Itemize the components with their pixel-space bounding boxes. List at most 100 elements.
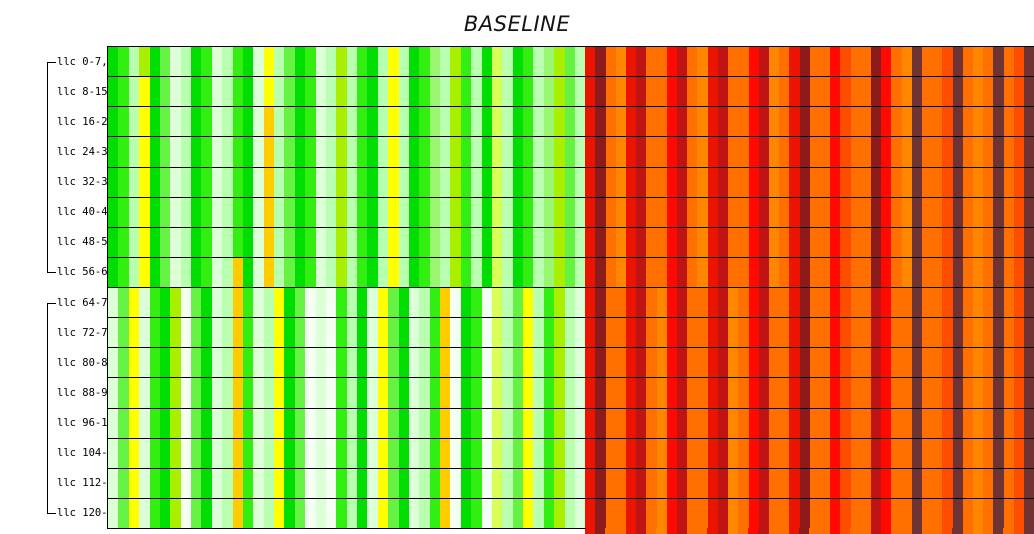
heatmap-cell bbox=[222, 47, 233, 77]
heatmap-cell bbox=[758, 378, 769, 408]
heatmap-cell bbox=[564, 257, 575, 287]
heatmap-cell bbox=[870, 318, 882, 348]
heatmap-cell bbox=[211, 378, 223, 408]
heatmap-cell bbox=[666, 227, 678, 257]
row-label: llc 24-3 bbox=[57, 146, 107, 159]
heatmap-cell bbox=[646, 408, 657, 438]
heatmap-cell bbox=[595, 528, 606, 534]
heatmap-cell bbox=[512, 107, 523, 137]
heatmap-cell bbox=[346, 257, 357, 287]
heatmap-cell bbox=[315, 318, 326, 348]
heatmap-cell bbox=[377, 107, 389, 137]
heatmap-cell bbox=[942, 257, 953, 287]
heatmap-cell bbox=[687, 318, 698, 348]
heatmap-cell bbox=[799, 528, 810, 534]
heatmap-cell bbox=[491, 197, 503, 227]
heatmap-cell bbox=[707, 257, 718, 287]
heatmap-cell bbox=[738, 438, 749, 468]
heatmap-cell bbox=[481, 257, 492, 287]
heatmap-cell bbox=[336, 227, 347, 257]
heatmap-cell bbox=[1023, 468, 1034, 498]
heatmap-cell bbox=[1003, 107, 1014, 137]
heatmap-cell bbox=[687, 378, 698, 408]
heatmap-cell bbox=[962, 348, 973, 378]
heatmap-cell bbox=[850, 348, 861, 378]
heatmap-cell bbox=[408, 257, 420, 287]
heatmap-cell bbox=[440, 438, 451, 468]
heatmap-cell bbox=[870, 77, 882, 107]
heatmap-cell bbox=[983, 318, 994, 348]
heatmap-cell bbox=[471, 257, 482, 287]
heatmap-cell bbox=[574, 498, 586, 528]
heatmap-cell bbox=[512, 318, 523, 348]
heatmap-cell bbox=[809, 438, 820, 468]
heatmap-cell bbox=[1023, 167, 1034, 197]
heatmap-cell bbox=[738, 47, 749, 77]
heatmap-cell bbox=[962, 528, 973, 534]
heatmap-cell bbox=[242, 318, 254, 348]
heatmap-cell bbox=[481, 47, 492, 77]
heatmap-cell bbox=[491, 107, 503, 137]
heatmap-cell bbox=[779, 137, 790, 167]
heatmap-cell bbox=[543, 408, 555, 438]
heatmap-cell bbox=[440, 47, 451, 77]
heatmap-cell bbox=[728, 318, 739, 348]
heatmap-cell bbox=[159, 408, 171, 438]
heatmap-cell bbox=[429, 227, 440, 257]
heatmap-cell bbox=[512, 408, 523, 438]
heatmap-cell bbox=[564, 137, 575, 167]
heatmap-cell bbox=[305, 318, 316, 348]
heatmap-cell bbox=[512, 47, 523, 77]
heatmap-cell bbox=[860, 227, 871, 257]
heatmap-cell bbox=[284, 197, 295, 227]
heatmap-cell bbox=[108, 47, 119, 77]
heatmap-cell bbox=[779, 498, 790, 528]
heatmap-cell bbox=[952, 378, 963, 408]
heatmap-cell bbox=[585, 257, 596, 287]
heatmap-cell bbox=[284, 378, 295, 408]
heatmap-cell bbox=[585, 528, 596, 534]
heatmap-cell bbox=[460, 227, 472, 257]
heatmap-cell bbox=[952, 528, 963, 534]
heatmap-cell bbox=[471, 498, 482, 528]
heatmap-cell bbox=[118, 227, 129, 257]
heatmap-cell bbox=[972, 498, 984, 528]
heatmap-cell bbox=[891, 498, 902, 528]
heatmap-cell bbox=[738, 288, 749, 318]
heatmap-cell bbox=[388, 47, 399, 77]
heatmap-cell bbox=[779, 167, 790, 197]
heatmap-cell bbox=[911, 348, 922, 378]
heatmap-cell bbox=[274, 77, 285, 107]
heatmap-cell bbox=[768, 227, 780, 257]
heatmap-cell bbox=[931, 528, 943, 534]
heatmap-cell bbox=[870, 137, 882, 167]
heatmap-cell bbox=[429, 107, 440, 137]
heatmap-cell bbox=[481, 227, 492, 257]
heatmap-cell bbox=[901, 498, 912, 528]
heatmap-cell bbox=[128, 197, 140, 227]
heatmap-cell bbox=[738, 348, 749, 378]
heatmap-cell bbox=[491, 348, 503, 378]
heatmap-cell bbox=[242, 137, 254, 167]
heatmap-cell bbox=[170, 498, 181, 528]
heatmap-cell bbox=[502, 107, 513, 137]
heatmap-cell bbox=[180, 378, 191, 408]
heatmap-cell bbox=[942, 528, 953, 534]
heatmap-cell bbox=[840, 468, 851, 498]
heatmap-cell bbox=[819, 107, 831, 137]
heatmap-cell bbox=[768, 468, 780, 498]
heatmap-cell bbox=[408, 348, 420, 378]
heatmap-cell bbox=[942, 468, 953, 498]
heatmap-cell bbox=[799, 318, 810, 348]
heatmap-cell bbox=[170, 167, 181, 197]
heatmap-cell bbox=[274, 498, 285, 528]
heatmap-cell bbox=[870, 47, 882, 77]
heatmap-cell bbox=[819, 318, 831, 348]
heatmap-cell bbox=[605, 288, 616, 318]
heatmap-cell bbox=[870, 167, 882, 197]
heatmap-cell bbox=[942, 227, 953, 257]
heatmap-cell bbox=[222, 348, 233, 378]
heatmap-cell bbox=[1023, 348, 1034, 378]
heatmap-cell bbox=[911, 227, 922, 257]
heatmap-cell bbox=[149, 47, 160, 77]
